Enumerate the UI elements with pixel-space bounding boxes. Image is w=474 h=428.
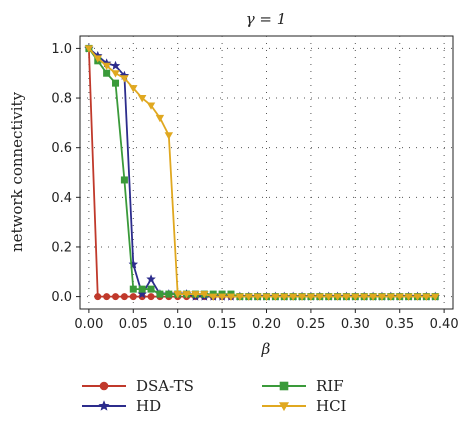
x-tick-label: 0.15: [208, 317, 237, 332]
data-point-triangle: [217, 293, 227, 301]
data-point-triangle: [173, 291, 182, 299]
data-point-triangle: [235, 293, 245, 301]
data-point-triangle: [288, 293, 298, 301]
legend-label: RIF: [316, 377, 344, 395]
data-point-triangle: [297, 293, 307, 301]
data-point-triangle: [324, 293, 333, 301]
data-point-triangle: [146, 102, 156, 110]
series-group: [84, 43, 440, 301]
data-point-triangle: [333, 293, 342, 301]
y-tick-label: 1.0: [51, 42, 72, 57]
data-point-square: [129, 285, 137, 293]
data-point-circle: [129, 293, 137, 301]
data-point-circle: [103, 293, 111, 301]
data-point-square: [103, 69, 111, 77]
data-point-triangle: [386, 293, 396, 301]
data-point-star: [98, 400, 110, 411]
x-axis-label: β: [261, 340, 271, 358]
data-point-square: [112, 79, 120, 87]
plot-area: [79, 35, 454, 310]
data-point-triangle: [111, 70, 120, 78]
y-tick-label: 0.4: [51, 191, 72, 206]
series-hci: [84, 45, 440, 301]
y-tick-label: 0.6: [51, 141, 72, 156]
data-point-circle: [94, 293, 102, 301]
data-point-triangle: [164, 132, 174, 140]
legend-item-hd: HD: [82, 397, 161, 415]
x-tick-label: 0.05: [119, 317, 148, 332]
data-point-triangle: [253, 293, 262, 301]
data-point-star: [146, 274, 156, 284]
legend: DSA-TS RIF HD HCI: [82, 377, 347, 415]
data-point-triangle: [244, 293, 253, 301]
data-point-circle: [147, 293, 155, 301]
x-axis-ticks: 0.00 0.05 0.10 0.15 0.20 0.25 0.30 0.35 0.40: [74, 309, 459, 332]
data-point-triangle: [404, 293, 413, 301]
data-point-square: [165, 290, 173, 298]
data-point-triangle: [102, 62, 111, 71]
data-point-triangle: [129, 85, 138, 93]
x-tick-label: 0.25: [296, 317, 325, 332]
data-point-star: [110, 60, 121, 70]
data-point-triangle: [395, 293, 404, 301]
y-tick-label: 0.0: [51, 290, 72, 305]
data-point-star: [137, 289, 147, 299]
data-point-triangle: [93, 55, 102, 63]
data-point-triangle: [359, 293, 369, 301]
data-point-triangle: [342, 293, 351, 301]
data-point-triangle: [306, 293, 316, 301]
legend-item-dsa-ts: DSA-TS: [82, 377, 194, 395]
y-tick-label: 0.8: [51, 92, 72, 107]
data-point-triangle: [431, 293, 440, 301]
data-point-triangle: [280, 293, 289, 301]
x-tick-label: 0.00: [74, 317, 103, 332]
x-tick-label: 0.20: [252, 317, 281, 332]
legend-label: HCI: [316, 397, 347, 415]
data-point-square: [147, 285, 155, 293]
data-point-triangle: [351, 293, 360, 301]
data-point-triangle: [315, 293, 325, 301]
data-point-triangle: [155, 114, 165, 123]
data-point-circle: [120, 293, 128, 301]
data-point-square: [279, 381, 289, 391]
data-point-circle: [112, 293, 120, 301]
data-point-triangle: [377, 293, 387, 301]
data-point-square: [138, 285, 146, 293]
data-point-triangle: [137, 95, 147, 103]
data-point-triangle: [271, 293, 280, 301]
legend-label: HD: [136, 397, 161, 415]
data-point-triangle: [200, 291, 209, 299]
data-point-triangle: [413, 293, 422, 301]
data-point-triangle: [84, 45, 94, 53]
data-point-circle: [99, 381, 109, 391]
x-tick-label: 0.35: [385, 317, 414, 332]
data-point-triangle: [226, 293, 236, 301]
legend-item-rif: RIF: [262, 377, 344, 395]
y-axis-ticks: 0.0 0.2 0.4 0.6 0.8 1.0: [51, 42, 80, 305]
x-tick-label: 0.40: [430, 317, 459, 332]
y-axis-label: network connectivity: [8, 91, 26, 252]
data-point-triangle: [278, 402, 290, 412]
data-point-triangle: [368, 293, 378, 301]
legend-item-hci: HCI: [262, 397, 347, 415]
data-point-triangle: [182, 291, 191, 299]
x-tick-label: 0.30: [341, 317, 370, 332]
series-line: [88, 47, 436, 298]
y-tick-label: 0.2: [51, 240, 72, 255]
x-tick-label: 0.10: [163, 317, 192, 332]
data-point-square: [120, 176, 128, 184]
data-point-triangle: [120, 75, 129, 83]
data-point-triangle: [262, 293, 271, 301]
chart-title: γ = 1: [246, 10, 287, 28]
data-point-square: [156, 290, 164, 298]
data-point-triangle: [208, 293, 218, 301]
data-point-triangle: [422, 293, 431, 301]
data-point-triangle: [191, 291, 200, 299]
legend-label: DSA-TS: [136, 377, 194, 395]
